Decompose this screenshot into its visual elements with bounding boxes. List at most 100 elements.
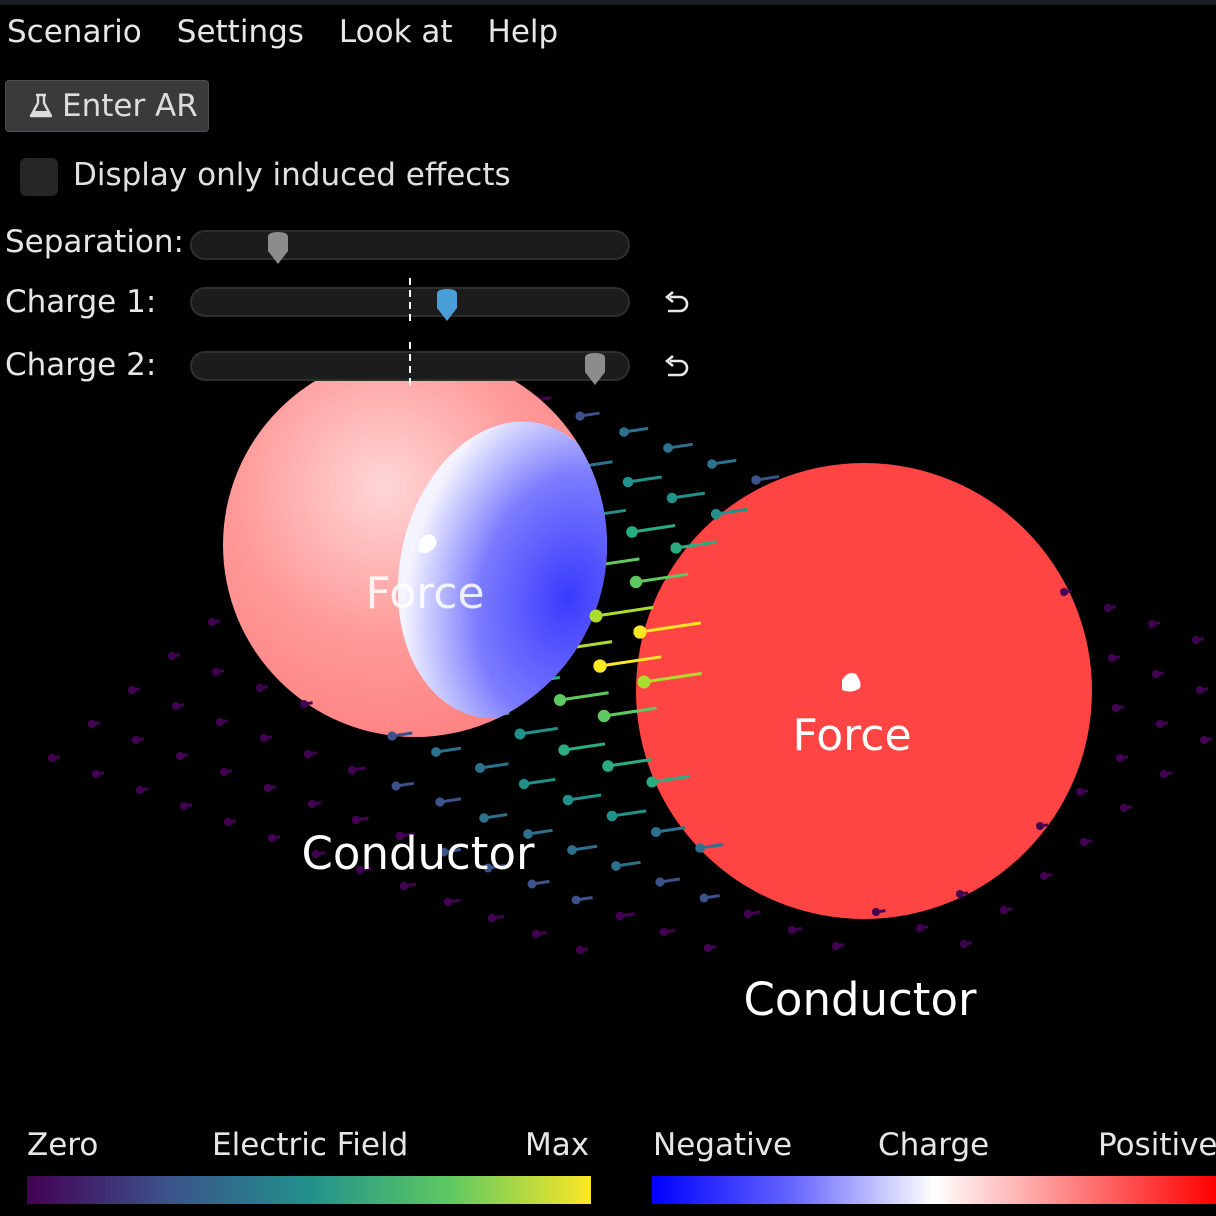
field-arrow <box>1148 620 1161 628</box>
field-arrow <box>871 907 886 917</box>
field-arrow <box>1080 838 1093 846</box>
charge-1-reset-icon[interactable] <box>660 288 692 318</box>
field-arrow <box>1200 736 1213 744</box>
field-arrow <box>180 802 193 810</box>
field-arrow <box>606 809 647 822</box>
field-arrow <box>558 742 606 756</box>
field-arrow <box>208 618 221 626</box>
field-arrow <box>567 844 598 855</box>
field-arrow <box>431 746 462 757</box>
field-arrow <box>1104 604 1117 612</box>
field-arrow <box>663 442 693 453</box>
field-arrow <box>531 929 547 939</box>
sphere-1-force-label: Force <box>365 568 484 619</box>
field-arrow <box>260 734 273 742</box>
field-arrow <box>650 826 686 838</box>
field-arrow <box>1116 754 1129 762</box>
separation-slider-handle[interactable] <box>266 231 290 265</box>
field-arrow <box>347 765 367 775</box>
electric-field-colorbar <box>27 1176 591 1204</box>
field-arrow <box>960 940 973 948</box>
charge-colorbar <box>652 1176 1216 1204</box>
force-arrow-icon-1 <box>418 534 437 553</box>
field-arrow <box>619 426 649 437</box>
field-arrow <box>212 668 225 676</box>
field-arrow <box>1036 822 1049 830</box>
charge-min-label: Negative <box>653 1127 793 1163</box>
sphere-2-conductor-label: Conductor <box>744 973 977 1026</box>
field-arrow <box>589 605 654 623</box>
induced-effects-checkbox[interactable] <box>20 158 58 196</box>
field-arrows-front <box>48 411 1213 954</box>
field-arrow <box>575 411 600 421</box>
field-arrow <box>710 507 748 520</box>
separation-label: Separation: <box>5 224 184 260</box>
field-arrow <box>136 786 149 794</box>
field-arrow <box>264 784 277 792</box>
field-arrow <box>439 847 462 857</box>
field-arrow <box>220 768 233 776</box>
field-arrow <box>399 881 417 891</box>
field-arrow <box>527 879 550 889</box>
field-arrow <box>168 652 181 660</box>
conductor-sphere-1[interactable] <box>223 353 645 739</box>
charge-max-label: Positive <box>1098 1127 1216 1163</box>
menu-look-at[interactable]: Look at <box>338 14 453 50</box>
field-arrow <box>224 818 237 826</box>
menu-help[interactable]: Help <box>487 14 559 50</box>
field-arrow <box>523 828 553 839</box>
field-arrow <box>629 572 689 589</box>
charge-1-zero-tick <box>409 278 411 326</box>
field-arrow <box>483 863 506 873</box>
field-arrow <box>707 458 737 469</box>
field-arrow <box>216 718 229 726</box>
charge-title-label: Charge <box>878 1127 990 1163</box>
field-arrow <box>1192 636 1205 644</box>
induced-effects-label: Display only induced effects <box>73 157 511 193</box>
field-arrow <box>571 895 593 905</box>
field-arrow <box>602 758 652 772</box>
conductor-sphere-2[interactable] <box>636 463 1092 919</box>
field-arrow <box>88 720 101 728</box>
field-arrow <box>311 849 326 859</box>
field-arrow <box>128 686 141 694</box>
field-arrow <box>268 834 281 842</box>
field-arrow <box>576 946 589 954</box>
menu-scenario[interactable]: Scenario <box>7 14 142 50</box>
enter-ar-button[interactable]: Enter AR <box>5 80 209 132</box>
field-arrow <box>435 797 462 807</box>
field-arrow <box>1112 704 1125 712</box>
force-arrow-icon-2 <box>842 672 861 692</box>
field-arrow <box>633 621 702 639</box>
field-arrow <box>518 777 556 790</box>
charge-2-slider-handle[interactable] <box>583 352 607 386</box>
charge-2-reset-icon[interactable] <box>660 352 692 382</box>
charge-1-slider-handle[interactable] <box>435 288 459 322</box>
field-arrow <box>48 754 61 762</box>
field-arrow <box>956 890 969 898</box>
window-top-border <box>0 0 1216 5</box>
field-arrow <box>1000 906 1013 914</box>
field-arrow <box>831 941 845 951</box>
field-arrow <box>487 913 505 923</box>
field-arrow <box>307 799 322 809</box>
menu-settings[interactable]: Settings <box>176 14 304 50</box>
field-arrow <box>1196 686 1209 694</box>
field-arrow <box>1076 788 1089 796</box>
flask-icon <box>29 93 53 118</box>
field-arrow <box>256 684 269 692</box>
field-arrow <box>646 774 691 788</box>
field-arrow <box>303 749 318 759</box>
field-arrow <box>703 943 717 953</box>
field-arrow <box>562 793 602 806</box>
field-arrow <box>443 897 461 907</box>
field-arrow <box>351 815 369 825</box>
separation-slider[interactable] <box>190 230 630 264</box>
field-arrow <box>751 475 780 485</box>
field-arrow <box>514 726 558 740</box>
field-arrow <box>176 752 189 760</box>
field-arrow <box>615 911 636 921</box>
field-arrow <box>387 731 413 741</box>
field-arrow <box>626 524 676 538</box>
